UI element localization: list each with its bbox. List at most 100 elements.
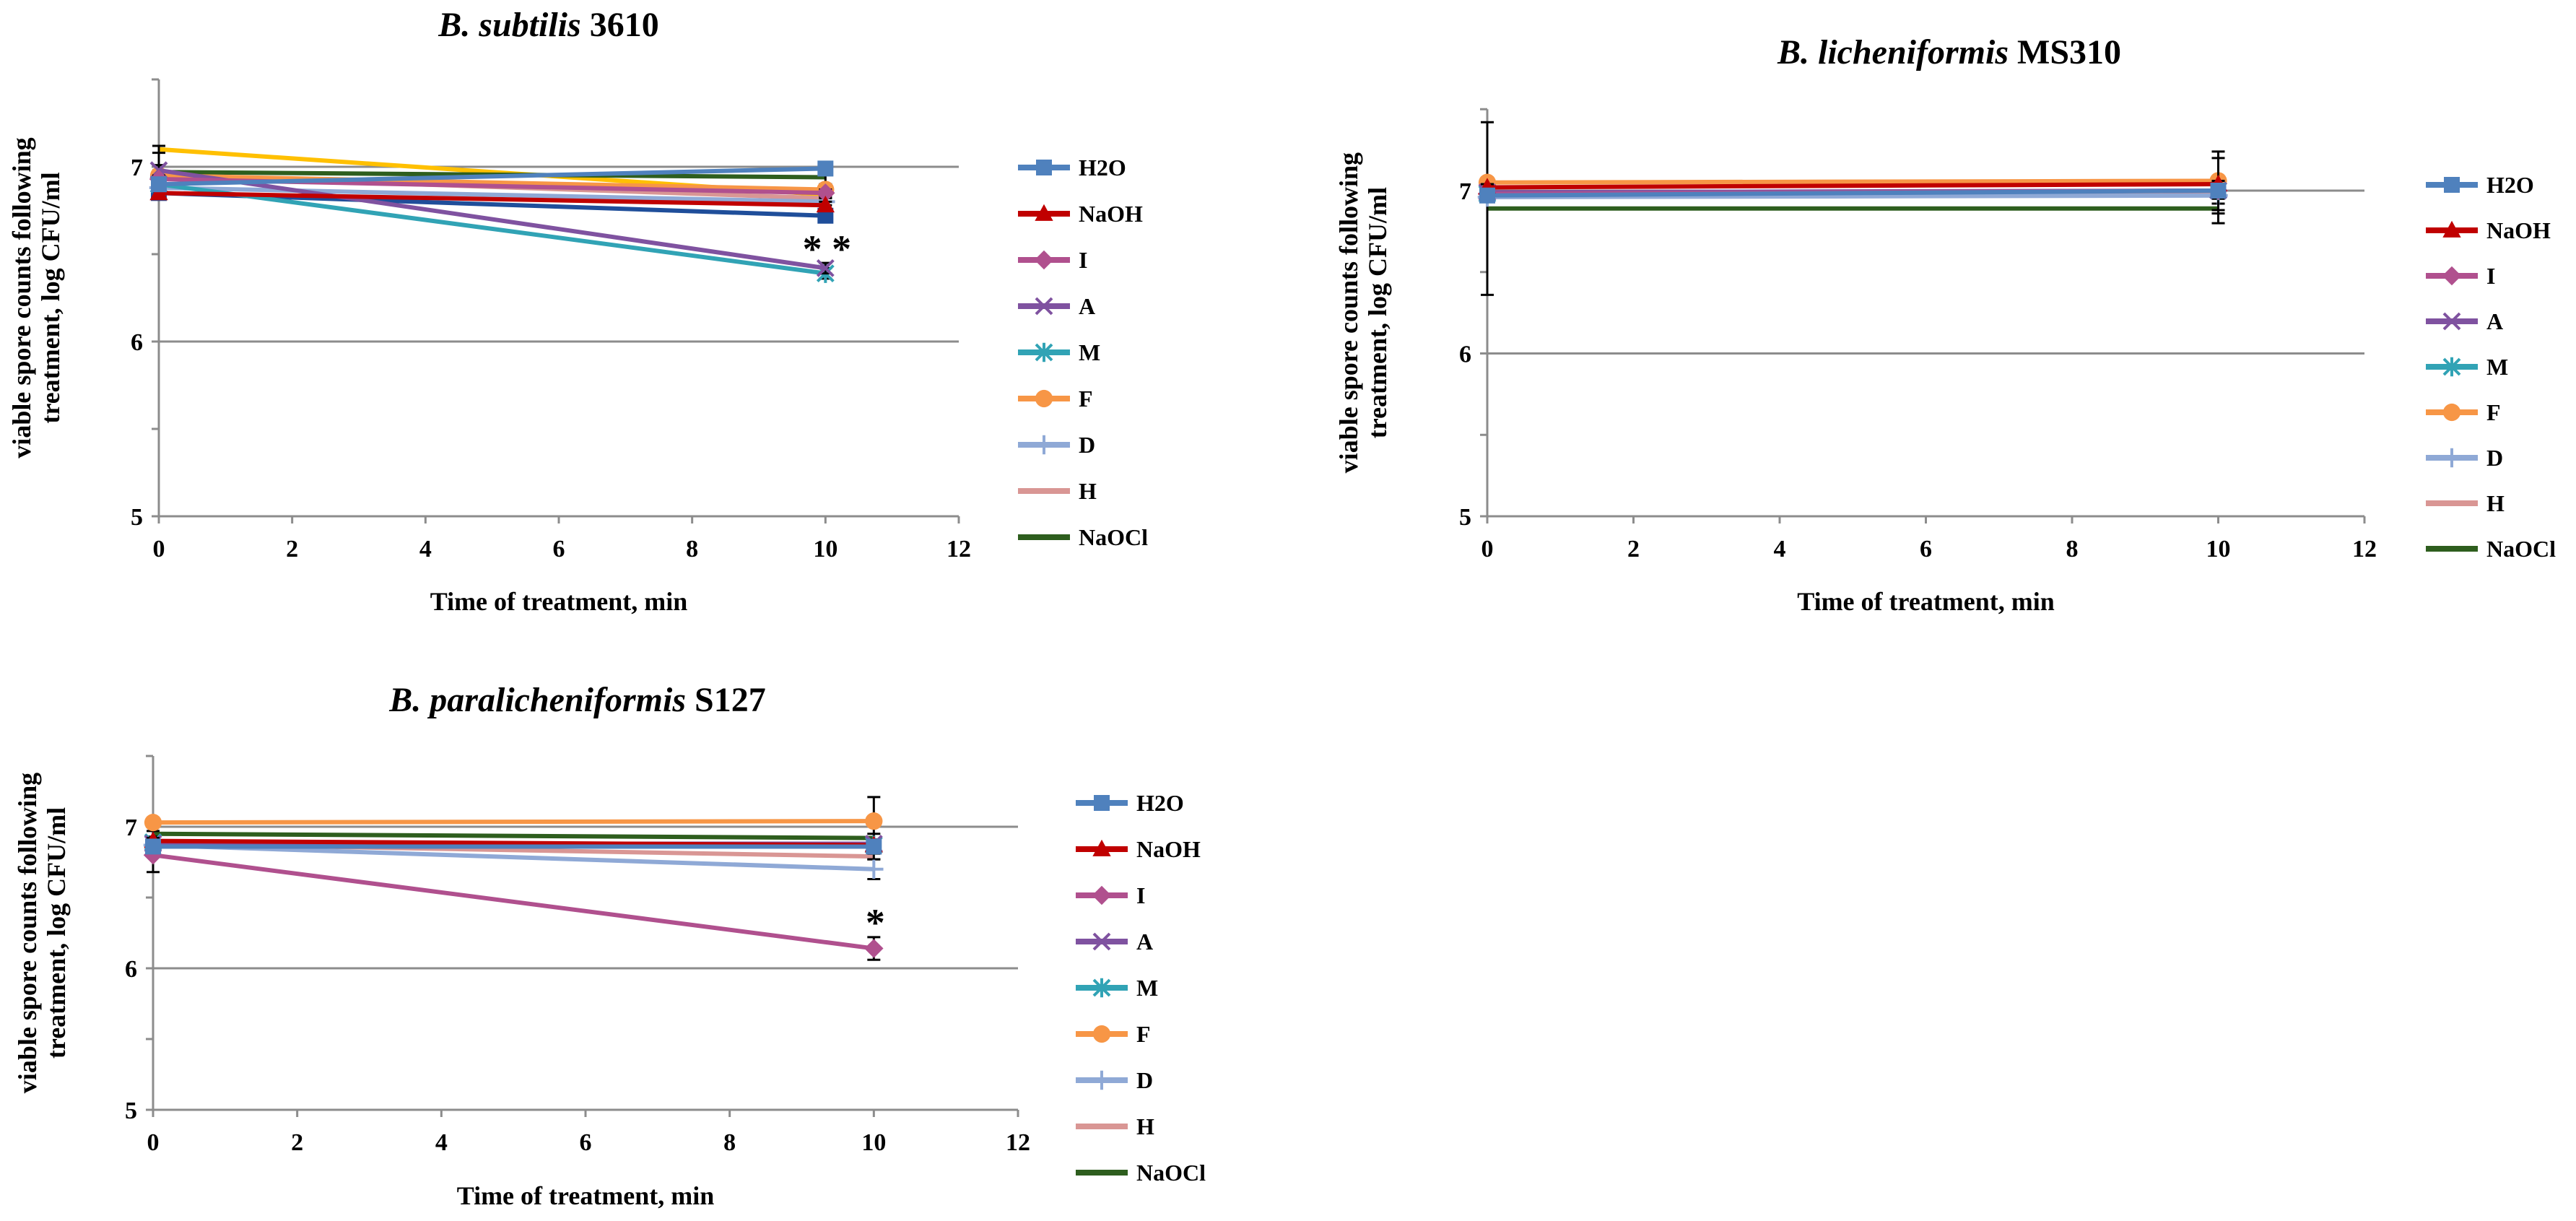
legend-marker-f [2442, 403, 2461, 422]
legend-item-d: D [1018, 432, 1095, 458]
x-tick-label: 4 [1774, 536, 1786, 562]
legend-item-i: I [2426, 263, 2495, 289]
y-tick-label: 7 [1459, 178, 1471, 205]
x-tick-label: 10 [813, 536, 837, 562]
x-tick-label: 6 [553, 536, 565, 562]
legend-marker-d [1034, 435, 1054, 455]
legend-marker-naoh [2442, 220, 2461, 238]
legend-item-naoh: NaOH [2426, 217, 2551, 243]
series-group [1477, 121, 2228, 296]
y-tick-label: 5 [125, 1098, 137, 1124]
chart-b-paralicheniformis: B. paralicheniformis S127 5 6 7 0 2 4 6 8 10 12 Tim… [13, 681, 1206, 1210]
x-tick-label: 0 [153, 536, 165, 562]
legend-label-f: F [1079, 386, 1093, 412]
legend-label-i: I [2486, 263, 2495, 289]
chart-title: B. licheniformis MS310 [1777, 33, 2121, 71]
y-axis-label: viable spore counts followingtreatment, … [1334, 152, 1392, 473]
legend-marker-h2o [1036, 160, 1052, 175]
y-axis-label-line2: treatment, log CFU/ml [42, 807, 71, 1059]
data-point-naoh [816, 196, 835, 213]
x-axis-label: Time of treatment, min [430, 587, 688, 616]
chart-title: B. paralicheniformis S127 [388, 681, 765, 719]
legend-item-a: A [1076, 929, 1153, 955]
series-line-d [158, 186, 826, 204]
x-tick-label: 12 [1006, 1129, 1030, 1156]
legend-label-a: A [2486, 308, 2503, 334]
x-tick-label: 6 [1920, 536, 1932, 562]
legend-item-d: D [2426, 445, 2503, 471]
legend-label-naocl: NaOCl [2486, 536, 2556, 562]
x-tick-label: 4 [419, 536, 432, 562]
data-point-d [864, 859, 884, 879]
legend-label-h: H [1079, 478, 1097, 504]
legend-marker-f [1092, 1025, 1111, 1043]
y-axis-label-line2: treatment, log CFU/ml [1363, 187, 1392, 438]
data-point-i [816, 183, 835, 203]
legend-label-h: H [2486, 490, 2505, 516]
y-axis-label: viable spore counts followingtreatment, … [13, 773, 71, 1093]
data-point-f [144, 814, 162, 832]
legend-label-h2o: H2O [1079, 155, 1126, 181]
legend-marker-a [1035, 297, 1053, 316]
legend-marker-m [1092, 978, 1111, 998]
legend-marker-h2o [2444, 177, 2460, 193]
chart-title-strain: S127 [686, 681, 766, 719]
data-point-i [864, 939, 884, 958]
x-tick-label: 8 [723, 1129, 736, 1156]
legend-item-d: D [1076, 1067, 1153, 1093]
x-tick-label: 0 [147, 1129, 160, 1156]
x-axis-label: Time of treatment, min [1797, 587, 2055, 616]
legend-label-f: F [1136, 1021, 1151, 1047]
chart-b-subtilis: B. subtilis 3610 5 6 7 0 2 4 6 8 10 12 Time of trea… [7, 6, 1148, 616]
data-point-i [143, 846, 163, 865]
legend-label-h2o: H2O [1136, 790, 1184, 816]
legend-item-h: H [1018, 478, 1097, 504]
legend-label-naocl: NaOCl [1136, 1160, 1206, 1186]
legend-item-h: H [2426, 490, 2505, 516]
legend-label-d: D [1079, 432, 1095, 458]
legend-item-m: M [2426, 354, 2508, 380]
series-line-d [152, 843, 874, 872]
y-axis-label-line1: viable spore counts following [1334, 152, 1363, 473]
x-tick-label: 10 [2206, 536, 2231, 562]
error-bar-naocl [1481, 121, 1494, 296]
y-axis-label-line2: treatment, log CFU/ml [36, 172, 65, 423]
series-line-m [158, 182, 826, 276]
legend-label-m: M [1136, 975, 1158, 1001]
legend-label-naocl: NaOCl [1079, 524, 1148, 550]
x-tick-label: 12 [947, 536, 971, 562]
data-point-a [816, 258, 835, 277]
legend-marker-m [2442, 357, 2461, 377]
x-axis-label: Time of treatment, min [457, 1181, 715, 1210]
series-line-naoh [1487, 181, 2219, 190]
legend-item-naocl: NaOCl [1018, 524, 1148, 550]
x-tick-label: 8 [686, 536, 698, 562]
x-tick-label: 2 [291, 1129, 303, 1156]
series-line-f [152, 819, 874, 825]
chart-title-species: B. licheniformis [1777, 33, 2009, 71]
x-tick-label: 2 [1627, 536, 1640, 562]
y-axis-label-line1: viable spore counts following [7, 137, 36, 458]
legend-label-h2o: H2O [2486, 172, 2534, 198]
data-point-f [865, 812, 883, 830]
legend-item-i: I [1076, 882, 1145, 908]
legend-label-d: D [2486, 445, 2503, 471]
series-line-naoh [158, 191, 826, 208]
chart-b-licheniformis: B. licheniformis MS310 5 6 7 0 2 4 6 8 10 12 Time o… [1334, 33, 2556, 616]
y-tick-label: 6 [131, 329, 143, 356]
series-group [143, 796, 884, 961]
legend-label-m: M [1079, 339, 1100, 365]
chart-title-strain: MS310 [2009, 33, 2121, 71]
legend-marker-f [1035, 389, 1053, 408]
y-tick-label: 7 [125, 814, 137, 841]
y-axis-label: viable spore counts followingtreatment, … [7, 137, 65, 458]
significance-annotation: * [866, 901, 885, 944]
legend-item-a: A [2426, 308, 2503, 334]
legend-item-naoh: NaOH [1076, 836, 1201, 862]
significance-annotation: * * [803, 227, 852, 271]
legend-label-h: H [1136, 1113, 1154, 1139]
legend-item-f: F [1076, 1021, 1151, 1047]
